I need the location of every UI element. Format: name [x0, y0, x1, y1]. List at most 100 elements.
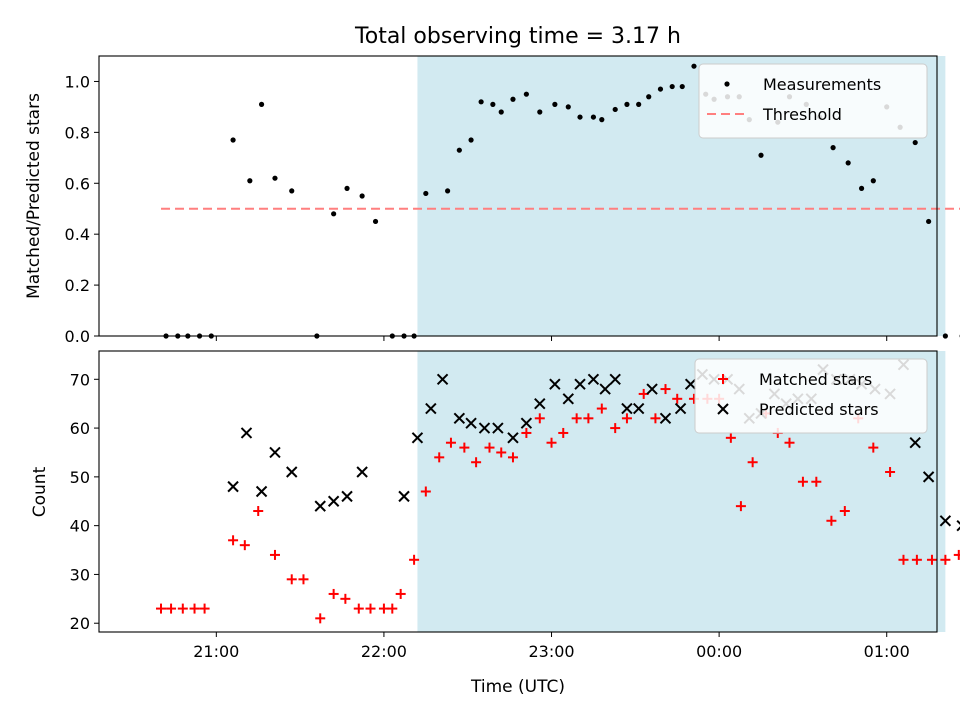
- data-point-panel1-series0-46: [747, 457, 758, 468]
- data-point-panel1-series1-20: [549, 378, 561, 390]
- data-point-panel0-series0-40: [691, 63, 697, 69]
- data-point-panel0-series0-8: [272, 175, 278, 181]
- data-point-panel0-series0-46: [758, 152, 764, 158]
- data-point-panel1-series0-40: [672, 393, 683, 404]
- data-point-panel1-series0-38: [650, 413, 661, 424]
- data-point-panel1-series1-1: [240, 427, 253, 439]
- data-point-panel1-series0-55: [868, 442, 879, 453]
- data-point-panel1-series1-0: [227, 480, 239, 493]
- data-point-panel0-series0-29: [565, 104, 571, 110]
- y-tick-label-0-3: 0.6: [65, 174, 90, 193]
- data-point-panel1-series0-12: [328, 588, 339, 599]
- x-tick-label-0: 21:00: [193, 642, 239, 661]
- data-point-panel1-series1-21: [562, 393, 574, 405]
- data-point-panel1-series0-56: [885, 466, 896, 477]
- data-point-panel1-series0-17: [387, 603, 398, 614]
- data-point-panel0-series0-21: [468, 137, 474, 143]
- data-point-panel1-series0-61: [953, 549, 960, 560]
- data-point-panel0-series0-57: [912, 139, 918, 146]
- data-point-panel0-series0-18: [423, 190, 429, 197]
- data-point-panel1-series1-11: [425, 402, 437, 415]
- y-tick-label-1-1: 30: [70, 565, 90, 584]
- data-point-panel0-series0-19: [445, 188, 451, 194]
- data-point-panel1-series1-18: [520, 417, 533, 429]
- data-point-panel0-series0-33: [612, 106, 618, 113]
- data-point-panel0-series0-30: [577, 114, 583, 120]
- data-point-panel1-series0-23: [459, 442, 470, 453]
- data-point-panel0-series0-39: [679, 83, 685, 90]
- y-tick-label-0-0: 0.0: [65, 327, 90, 346]
- data-point-panel1-series0-15: [365, 603, 376, 614]
- data-point-panel1-series0-29: [534, 413, 545, 424]
- data-point-panel1-series0-50: [797, 476, 808, 487]
- data-point-panel1-series0-7: [253, 506, 264, 517]
- data-point-panel1-series0-25: [484, 442, 495, 453]
- data-point-panel1-series1-13: [453, 412, 466, 425]
- data-point-panel1-series1-2: [255, 485, 268, 498]
- data-point-panel0-series0-27: [537, 109, 543, 115]
- data-point-panel1-series1-8: [356, 466, 368, 478]
- x-tick-label-2: 23:00: [528, 642, 574, 661]
- legend-marker-0-0: [724, 81, 730, 87]
- data-point-panel1-series1-7: [341, 490, 353, 503]
- data-point-panel0-series0-9: [289, 188, 295, 194]
- x-tick-label-1: 22:00: [361, 642, 407, 661]
- data-point-panel1-series1-27: [632, 402, 645, 415]
- data-point-panel1-series0-59: [926, 554, 937, 565]
- axes-frame-0: [98, 55, 938, 337]
- data-point-panel0-series0-51: [830, 145, 836, 151]
- legend-marker-1-0: [718, 374, 728, 384]
- data-point-panel1-series0-58: [911, 554, 922, 565]
- legend-marker-1-1: [717, 403, 729, 415]
- data-point-panel1-series0-39: [660, 384, 671, 395]
- data-point-panel0-series0-14: [372, 218, 379, 225]
- axes-frame-1: [98, 350, 938, 633]
- data-point-panel0-series0-20: [456, 147, 462, 153]
- data-point-panel1-series0-4: [199, 603, 210, 614]
- data-point-panel1-series0-21: [434, 452, 445, 463]
- data-point-panel1-series0-33: [583, 413, 594, 424]
- y-tick-label-0-1: 0.2: [65, 276, 90, 295]
- data-point-panel1-series1-24: [599, 383, 611, 395]
- data-point-panel0-series0-58: [926, 218, 932, 225]
- data-point-panel1-series1-28: [646, 383, 658, 395]
- data-point-panel1-series0-26: [496, 447, 507, 458]
- data-point-panel1-series1-26: [621, 402, 633, 415]
- data-point-panel1-series0-30: [546, 437, 557, 448]
- y-axis-label-bottom: Count: [30, 466, 50, 517]
- data-point-panel1-series0-1: [166, 603, 177, 614]
- data-point-panel1-series0-53: [839, 506, 850, 517]
- data-point-panel1-series1-22: [574, 378, 586, 390]
- data-point-panel0-series0-52: [845, 160, 851, 166]
- data-point-panel0-series0-34: [624, 101, 630, 107]
- data-point-panel1-series0-8: [269, 549, 280, 560]
- data-point-panel0-series0-31: [590, 114, 597, 120]
- data-point-panel1-series1-3: [269, 446, 281, 459]
- data-point-panel0-series0-22: [478, 99, 484, 105]
- data-point-panel1-series1-31: [684, 378, 697, 390]
- data-point-panel1-series0-11: [315, 613, 326, 624]
- data-point-panel1-series1-5: [314, 500, 326, 512]
- data-point-panel1-series0-45: [735, 501, 746, 512]
- data-point-panel0-series0-25: [510, 96, 516, 102]
- data-point-panel1-series1-16: [492, 422, 504, 434]
- data-point-panel1-series1-19: [534, 397, 546, 410]
- data-point-panel1-series0-52: [826, 515, 837, 526]
- data-point-panel0-series0-36: [646, 94, 652, 100]
- data-point-panel1-series0-49: [784, 437, 795, 448]
- data-point-panel1-series1-15: [478, 422, 491, 434]
- chart-title: Total observing time = 3.17 h: [354, 24, 681, 49]
- data-point-panel0-series0-37: [657, 86, 664, 92]
- data-point-panel0-series0-12: [344, 185, 350, 191]
- data-point-panel1-series0-44: [725, 432, 736, 443]
- y-tick-label-1-0: 20: [70, 614, 90, 633]
- data-point-panel0-series0-35: [636, 101, 642, 107]
- data-point-panel1-series0-20: [420, 486, 431, 497]
- legend-label-0-0: Measurements: [763, 75, 881, 94]
- data-point-panel1-series0-6: [239, 540, 250, 551]
- data-point-panel1-series1-10: [411, 432, 424, 444]
- data-point-panel1-series1-6: [327, 495, 340, 507]
- data-point-panel1-series0-27: [507, 452, 518, 463]
- y-tick-label-1-3: 50: [70, 468, 90, 487]
